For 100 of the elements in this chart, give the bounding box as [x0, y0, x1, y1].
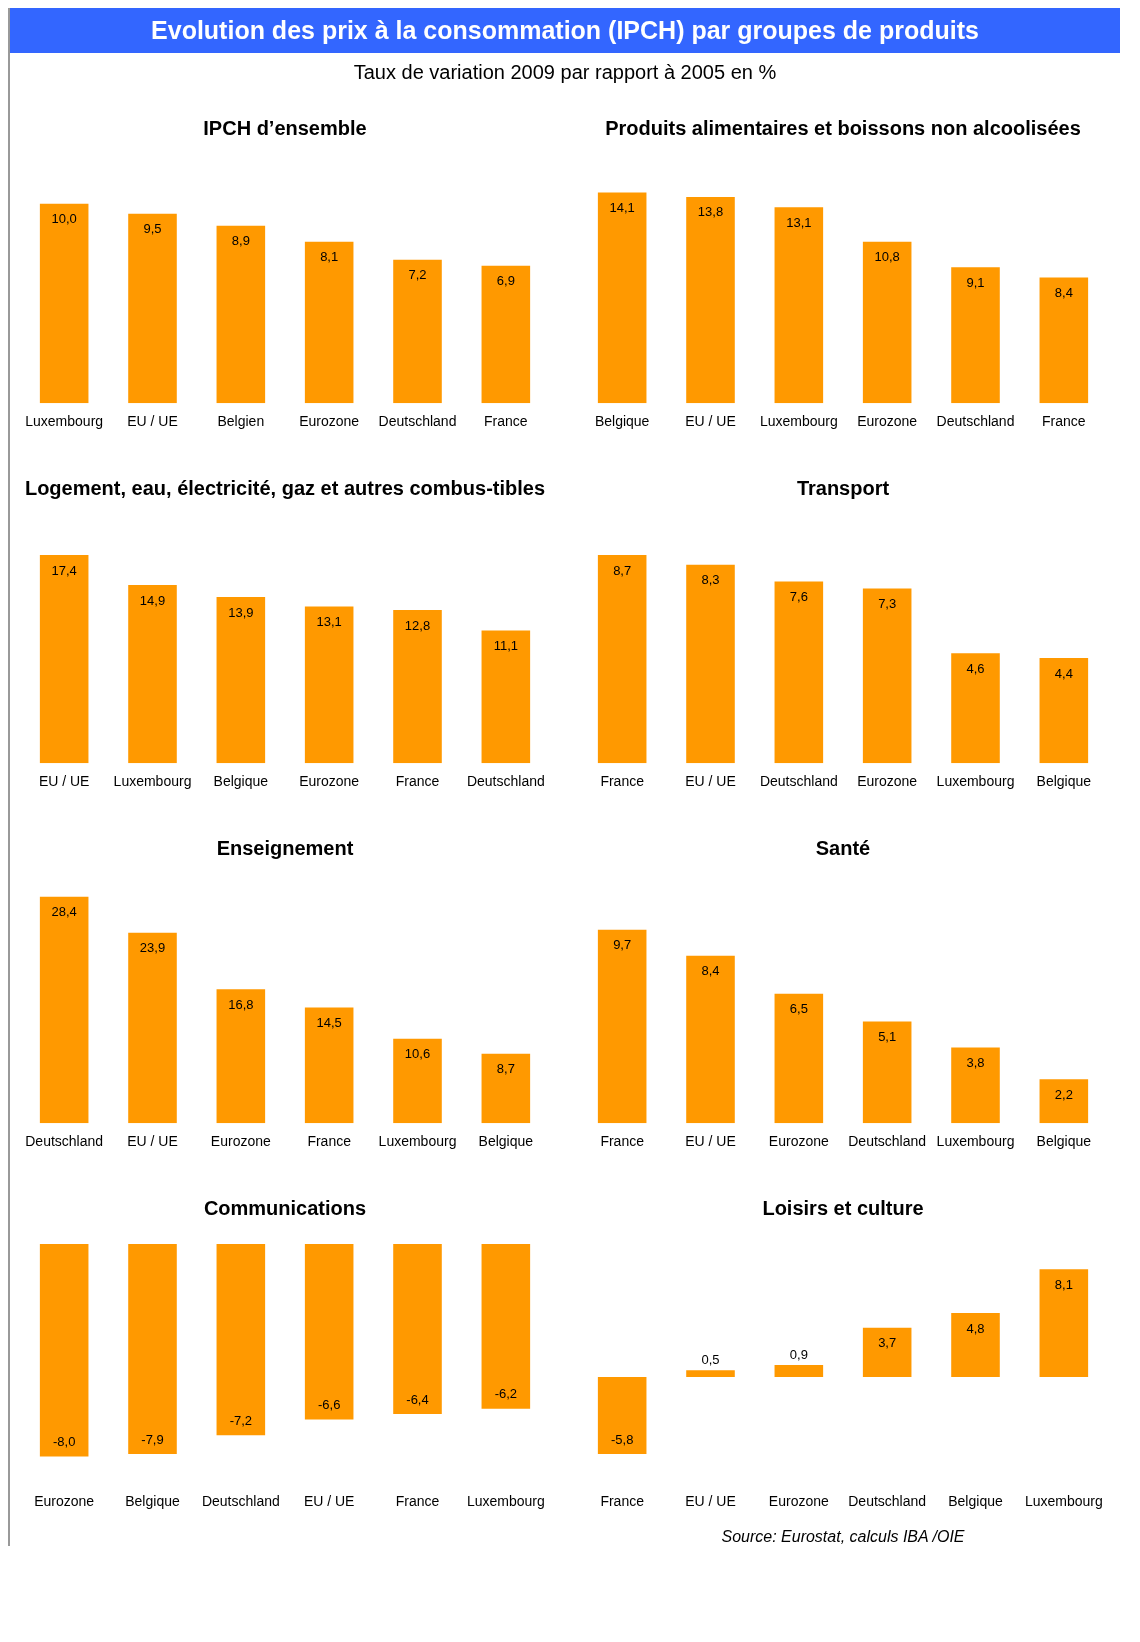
- x-tick-label: France: [1042, 413, 1086, 430]
- bar: [597, 1376, 647, 1454]
- data-label: 13,1: [786, 214, 812, 230]
- data-label: 0,9: [789, 1347, 808, 1363]
- x-tick-label: Luxembourg: [936, 773, 1015, 790]
- data-label: 14,1: [609, 199, 635, 215]
- data-label: 10,6: [404, 1046, 431, 1062]
- x-tick-label: Luxembourg: [759, 413, 838, 430]
- x-tick-label: Eurozone: [299, 773, 360, 790]
- data-label: 14,9: [139, 592, 166, 608]
- data-label: 9,7: [613, 937, 632, 953]
- bar: [304, 606, 354, 764]
- x-tick-label: Luxembourg: [25, 413, 104, 430]
- data-label: 6,5: [789, 1001, 808, 1017]
- bar: [597, 929, 647, 1124]
- x-tick-label: France: [600, 773, 645, 790]
- data-label: 8,9: [231, 233, 250, 249]
- data-label: 8,4: [1054, 285, 1073, 301]
- data-label: 13,9: [228, 604, 254, 620]
- bar: [39, 203, 89, 404]
- x-tick-label: France: [395, 773, 440, 790]
- data-label: 7,3: [878, 596, 897, 612]
- x-tick-label: EU / UE: [685, 1493, 736, 1510]
- bar: [39, 896, 89, 1124]
- data-label: -7,9: [141, 1431, 164, 1447]
- x-tick-label: EU / UE: [685, 773, 736, 790]
- bar: [686, 1370, 735, 1377]
- x-tick-label: Deutschland: [848, 1493, 927, 1510]
- data-label: 8,4: [701, 963, 720, 979]
- x-tick-label: Belgique: [594, 413, 650, 430]
- x-tick-label: Belgique: [1036, 773, 1092, 790]
- bar: [304, 241, 354, 404]
- bar: [481, 265, 531, 404]
- x-tick-label: Deutschland: [466, 773, 545, 790]
- bar: [686, 955, 735, 1124]
- bar: [862, 1327, 912, 1377]
- x-tick-label: Belgique: [1036, 1133, 1092, 1150]
- x-tick-label: EU / UE: [127, 1133, 178, 1150]
- bar: [862, 588, 912, 764]
- bar: [774, 207, 824, 404]
- data-label: 10,8: [874, 249, 900, 265]
- bar: [1039, 1269, 1089, 1377]
- x-tick-label: Deutschland: [936, 413, 1015, 430]
- data-label: 28,4: [51, 904, 77, 920]
- data-label: 23,9: [139, 940, 166, 956]
- data-label: 11,1: [493, 638, 519, 654]
- data-label: 14,5: [316, 1015, 342, 1031]
- bar: [1039, 277, 1089, 404]
- bar: [1039, 657, 1089, 764]
- bar: [216, 596, 266, 764]
- x-tick-label: Eurozone: [768, 1493, 830, 1510]
- bar: [774, 581, 824, 764]
- data-label: 8,1: [1054, 1276, 1073, 1292]
- x-tick-label: Deutschland: [378, 413, 457, 430]
- bar: [686, 564, 735, 764]
- data-label: 4,8: [966, 1320, 985, 1336]
- chart-title: Produits alimentaires et boissons non alcoolisées: [604, 116, 1082, 140]
- data-label: 13,8: [697, 204, 724, 220]
- data-label: 4,4: [1054, 665, 1073, 681]
- chart-title: Enseignement: [215, 836, 355, 860]
- data-label: -6,6: [317, 1396, 341, 1412]
- x-tick-label: France: [395, 1493, 440, 1510]
- x-tick-label: EU / UE: [38, 773, 90, 790]
- data-label: 8,7: [496, 1061, 515, 1077]
- x-tick-label: Eurozone: [34, 1493, 95, 1510]
- x-tick-label: Belgique: [213, 773, 269, 790]
- data-label: 17,4: [51, 562, 77, 578]
- bar: [304, 1007, 354, 1124]
- x-tick-label: France: [600, 1493, 645, 1510]
- bar: [951, 267, 1000, 404]
- bar: [1039, 1079, 1089, 1124]
- bar: [951, 1313, 1000, 1377]
- bar: [128, 213, 177, 404]
- data-label: 3,7: [878, 1335, 897, 1351]
- bar: [39, 555, 89, 764]
- bar: [393, 610, 442, 764]
- x-tick-label: EU / UE: [303, 1493, 355, 1510]
- data-label: 7,6: [789, 588, 808, 604]
- x-tick-label: EU / UE: [685, 413, 736, 430]
- x-tick-label: Eurozone: [768, 1133, 830, 1150]
- data-label: 16,8: [228, 996, 254, 1012]
- data-label: 9,1: [966, 274, 985, 290]
- bar: [686, 196, 735, 404]
- data-label: -6,2: [494, 1386, 518, 1402]
- x-tick-label: Eurozone: [299, 413, 360, 430]
- data-label: 5,1: [878, 1029, 897, 1045]
- x-tick-label: Luxembourg: [466, 1493, 545, 1510]
- chart-title: Loisirs et culture: [761, 1196, 925, 1220]
- x-tick-label: Belgique: [948, 1493, 1003, 1510]
- bar: [774, 993, 824, 1124]
- text: Evolution des prix à la consommation (IPCH) par groupes de produits: [10, 8, 1120, 53]
- bar: [597, 555, 647, 764]
- chart-title: Santé: [814, 836, 872, 860]
- x-tick-label: Belgien: [217, 413, 265, 430]
- x-tick-label: Belgique: [125, 1493, 180, 1510]
- bar: [393, 1038, 442, 1124]
- data-label: 13,1: [316, 614, 342, 630]
- bar: [216, 225, 266, 404]
- x-tick-label: Luxembourg: [1024, 1493, 1103, 1510]
- data-label: 9,5: [143, 221, 162, 237]
